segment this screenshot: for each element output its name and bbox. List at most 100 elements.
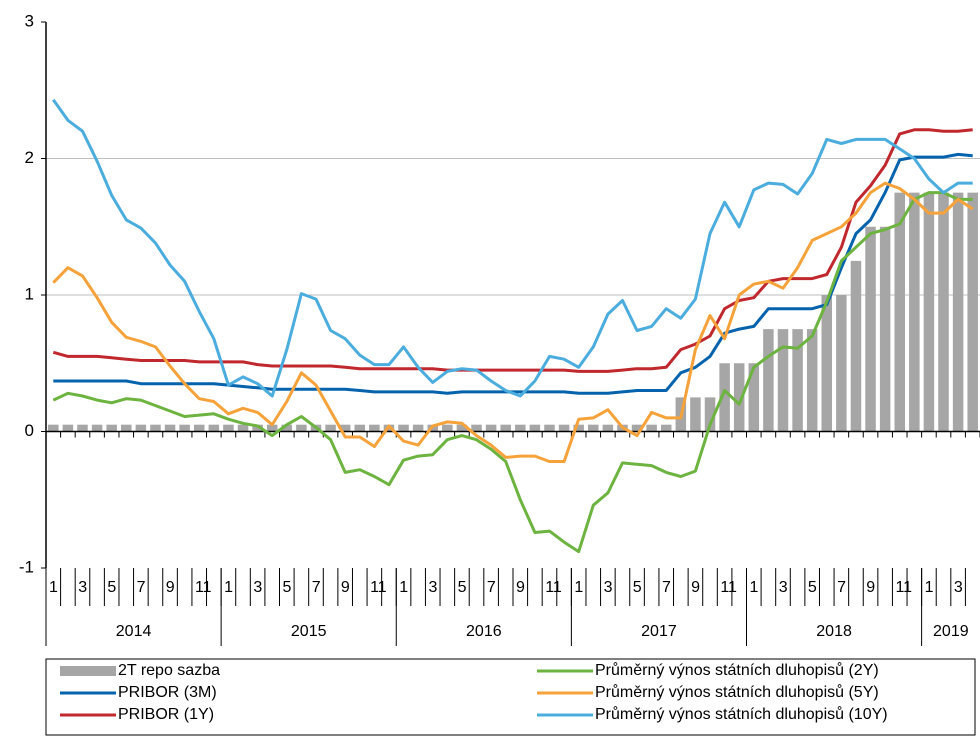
line-series: [52, 181, 974, 463]
y-tick-label: 2: [25, 148, 34, 167]
x-tick-label: 11: [895, 579, 912, 596]
year-label: 2017: [641, 623, 677, 640]
bar: [296, 424, 307, 432]
bar: [456, 424, 468, 432]
bar: [106, 424, 117, 432]
x-tick-label: 3: [78, 579, 87, 596]
line-series: [53, 152, 973, 395]
x-tick-label: 3: [954, 579, 963, 596]
x-tick-label: 1: [399, 579, 408, 596]
bar: [135, 424, 147, 432]
bar: [690, 397, 701, 432]
bar: [865, 226, 876, 432]
bar: [660, 424, 672, 432]
bar: [894, 192, 905, 432]
bar: [485, 424, 497, 432]
line-series: [52, 98, 973, 398]
x-tick-label: 11: [370, 579, 387, 596]
x-tick-label: 5: [107, 579, 116, 596]
x-tick-label: 11: [545, 579, 562, 596]
x-tick-label: 9: [866, 579, 875, 596]
x-tick-label: 3: [779, 579, 788, 596]
bar: [631, 424, 643, 432]
bar: [748, 363, 760, 432]
bar: [369, 424, 380, 432]
legend-label: Průměrný výnos státních dluhopisů (5Y): [595, 683, 879, 701]
bar: [879, 226, 891, 432]
bar: [339, 424, 351, 432]
legend-swatch: [60, 666, 116, 676]
x-tick-label: 1: [925, 579, 934, 596]
y-tick-label: -1: [19, 557, 34, 576]
bar: [193, 424, 205, 432]
x-tick-label: 3: [253, 579, 262, 596]
year-label: 2018: [816, 623, 852, 640]
y-tick-label: 1: [25, 284, 34, 303]
x-tick-label: 11: [195, 579, 212, 596]
bar: [77, 424, 88, 432]
legend-label: PRIBOR (3M): [118, 684, 217, 701]
x-tick-label: 5: [458, 579, 467, 596]
line-series: [52, 128, 973, 373]
bar: [821, 295, 833, 432]
legend-label: PRIBOR (1Y): [118, 706, 214, 723]
bar: [150, 424, 161, 432]
line-series: [52, 191, 973, 554]
bar: [602, 424, 614, 432]
x-tick-label: 5: [633, 579, 642, 596]
x-tick-label: 1: [750, 579, 759, 596]
bar: [179, 424, 190, 432]
bar: [208, 424, 220, 432]
bar: [544, 424, 555, 432]
bar: [763, 329, 774, 432]
x-tick-label: 3: [604, 579, 613, 596]
x-tick-label: 7: [312, 579, 321, 596]
bar: [325, 424, 336, 432]
bar: [588, 424, 599, 432]
bar: [471, 424, 482, 432]
x-tick-label: 5: [283, 579, 292, 596]
x-tick-label: 1: [224, 579, 233, 596]
bar: [850, 260, 862, 432]
bar: [252, 424, 263, 432]
bar: [237, 424, 249, 432]
x-tick-label: 7: [487, 579, 496, 596]
x-tick-label: 7: [662, 579, 671, 596]
bar: [500, 424, 511, 432]
year-label: 2019: [933, 623, 969, 640]
bar: [558, 424, 570, 432]
bar: [281, 424, 293, 432]
year-label: 2015: [291, 623, 327, 640]
x-tick-label: 9: [341, 579, 350, 596]
bar: [398, 424, 409, 432]
bar: [777, 329, 789, 432]
legend-box: [45, 658, 976, 736]
bar: [836, 295, 847, 432]
x-tick-label: 11: [720, 579, 737, 596]
bar: [938, 192, 949, 432]
y-tick-label: 0: [25, 421, 34, 440]
bar: [91, 424, 103, 432]
bar: [646, 424, 657, 432]
y-tick-label: 3: [25, 11, 34, 30]
legend-label: Průměrný výnos státních dluhopisů (2Y): [595, 661, 879, 679]
bar: [806, 329, 818, 432]
x-tick-label: 1: [574, 579, 583, 596]
bar: [412, 424, 424, 432]
bar: [62, 424, 74, 432]
x-tick-label: 7: [837, 579, 846, 596]
bar: [733, 363, 745, 432]
bar: [792, 329, 803, 432]
legend-label: Průměrný výnos státních dluhopisů (10Y): [595, 705, 888, 723]
bar: [266, 424, 278, 432]
x-tick-label: 3: [428, 579, 437, 596]
bar: [719, 363, 730, 432]
bar: [923, 192, 935, 432]
bar: [952, 192, 964, 432]
year-label: 2016: [466, 623, 502, 640]
bar: [967, 192, 978, 432]
bar: [121, 424, 132, 432]
x-tick-label: 9: [166, 579, 175, 596]
bar: [354, 424, 366, 432]
